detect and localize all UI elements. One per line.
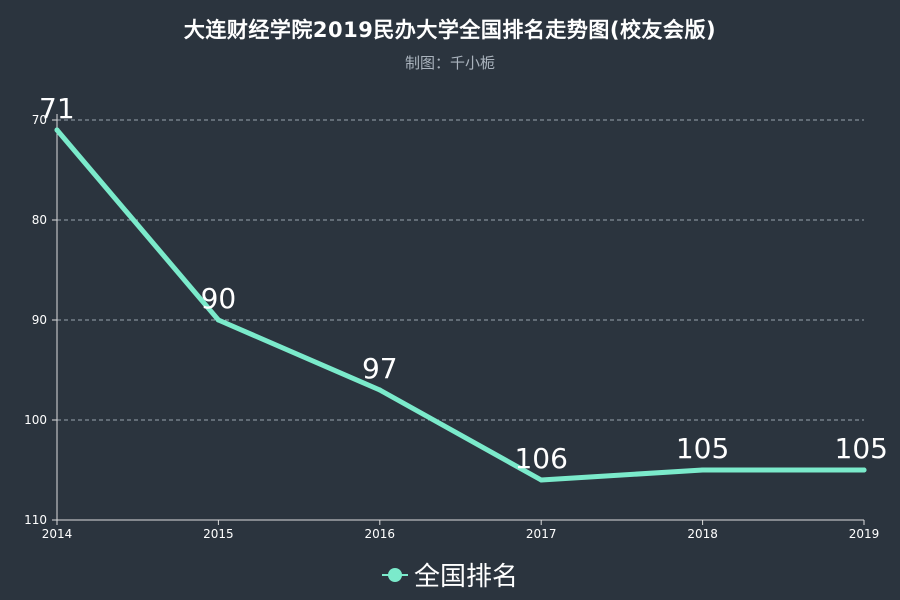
chart-title: 大连财经学院2019民办大学全国排名走势图(校友会版) — [183, 18, 717, 42]
legend[interactable]: 全国排名 — [0, 556, 900, 593]
data-label-2018: 105 — [676, 432, 729, 465]
data-label-2016: 97 — [362, 352, 398, 385]
data-label-2014: 71 — [39, 92, 75, 125]
data-point-2017 — [538, 477, 544, 483]
y-tick-label-70: 70 — [32, 113, 47, 127]
legend-label: 全国排名 — [413, 562, 518, 592]
data-point-2015 — [215, 317, 221, 323]
y-tick-label-110: 110 — [24, 513, 47, 527]
x-tick-label-2014: 2014 — [42, 527, 73, 541]
y-tick-label-90: 90 — [32, 313, 47, 327]
y-tick-label-80: 80 — [32, 213, 47, 227]
data-point-2016 — [377, 387, 383, 393]
chart-subtitle: 制图：千小栀 — [404, 54, 495, 72]
data-point-2014 — [54, 127, 60, 133]
legend-marker-icon — [381, 567, 408, 582]
x-tick-label-2015: 2015 — [203, 527, 234, 541]
data-point-2019 — [861, 467, 867, 473]
data-label-2017: 106 — [514, 442, 567, 475]
data-label-2019: 105 — [835, 432, 888, 465]
y-tick-label-100: 100 — [24, 413, 47, 427]
data-point-2018 — [700, 467, 706, 473]
x-tick-label-2017: 2017 — [526, 527, 557, 541]
data-label-2015: 90 — [201, 282, 237, 315]
x-tick-label-2016: 2016 — [365, 527, 396, 541]
x-tick-label-2018: 2018 — [687, 527, 718, 541]
x-tick-label-2019: 2019 — [849, 527, 880, 541]
series-line-全国排名 — [54, 127, 867, 483]
